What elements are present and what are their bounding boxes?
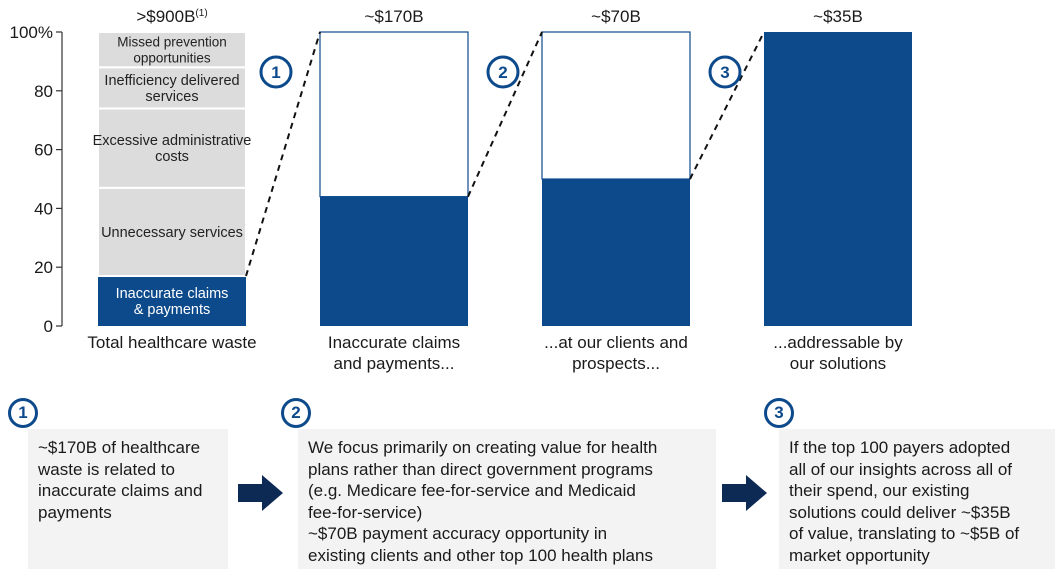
note-3-line: If the top 100 payers adopted bbox=[789, 438, 1011, 457]
category-label: our solutions bbox=[790, 354, 886, 373]
note-1-circle: 1 bbox=[8, 398, 38, 428]
y-tick-label: 20 bbox=[34, 258, 53, 277]
arrow-right-icon bbox=[722, 475, 767, 511]
note-2-line: plans rather than direct government prog… bbox=[308, 459, 653, 479]
y-axis: 0 20 40 60 80 100% bbox=[10, 23, 63, 336]
step-marker-number: 2 bbox=[498, 63, 507, 82]
bar-total-label: ~$170B bbox=[364, 7, 423, 26]
note-2: We focus primarily on creating value for… bbox=[298, 429, 716, 569]
note-3: If the top 100 payers adopted all of our… bbox=[779, 429, 1055, 569]
note-2-circle: 2 bbox=[281, 398, 311, 428]
bar-4-segment-1 bbox=[764, 32, 912, 326]
note-2-line: ~$70B payment accuracy opportunity in bbox=[308, 524, 608, 543]
category-label: Total healthcare waste bbox=[87, 333, 256, 352]
bar-total-label: >$900B(1) bbox=[136, 7, 207, 26]
note-1-number: 1 bbox=[18, 403, 28, 422]
segment-label: Missed prevention bbox=[117, 35, 227, 50]
notes-section: 1 ~$170B of healthcare waste is related … bbox=[0, 385, 1061, 578]
segment-label: & payments bbox=[134, 302, 211, 318]
note-3-line: all of our insights across all of bbox=[789, 459, 1012, 479]
connector-line bbox=[689, 31, 765, 180]
note-3-line: their spend, our existing bbox=[789, 481, 970, 500]
note-2-line: We focus primarily on creating value for… bbox=[308, 438, 658, 457]
segment-label: Excessive administrative bbox=[93, 133, 252, 149]
segment-label: costs bbox=[155, 149, 189, 165]
bar-1-segment-3 bbox=[97, 107, 247, 189]
step-marker-number: 3 bbox=[720, 63, 729, 82]
note-2-line: (e.g. Medicare fee-for-service and Medic… bbox=[308, 481, 636, 500]
note-2-line: fee-for-service) bbox=[308, 502, 423, 522]
segment-label: opportunities bbox=[133, 51, 211, 66]
connector-line bbox=[467, 31, 543, 198]
connector-line bbox=[245, 31, 321, 277]
arrow-right-icon bbox=[238, 475, 283, 511]
note-3-line: of value, translating to ~$5B of bbox=[789, 524, 1020, 543]
segment-label: Unnecessary services bbox=[101, 225, 243, 241]
note-3-line: solutions could deliver ~$35B bbox=[789, 502, 1011, 522]
category-label: ...at our clients and bbox=[544, 333, 688, 352]
connector-lines bbox=[245, 31, 765, 277]
note-1-line: payments bbox=[38, 502, 112, 522]
bar-total-label: ~$70B bbox=[591, 7, 641, 26]
bar-2-segment-2 bbox=[319, 31, 469, 198]
bars bbox=[97, 31, 912, 326]
bar-3-segment-2 bbox=[541, 31, 691, 180]
step-marker-circle bbox=[259, 55, 293, 89]
bar-2-segment-1 bbox=[320, 196, 468, 326]
note-1-line: ~$170B of healthcare bbox=[38, 438, 201, 457]
bar-3-segment-1 bbox=[542, 179, 690, 326]
bar-1-segment-4 bbox=[97, 66, 247, 110]
footnote-marker: (1) bbox=[195, 8, 207, 19]
note-2-number: 2 bbox=[291, 403, 301, 422]
y-tick-label: 0 bbox=[44, 317, 53, 336]
y-tick-label: 100% bbox=[10, 23, 53, 42]
category-label: ...addressable by bbox=[773, 333, 903, 352]
bar-total-label: ~$35B bbox=[813, 7, 863, 26]
note-1: ~$170B of healthcare waste is related to… bbox=[28, 429, 228, 569]
category-label: Inaccurate claims bbox=[328, 333, 460, 352]
step-markers: 1 2 3 bbox=[259, 55, 742, 89]
step-marker-number: 1 bbox=[271, 63, 280, 82]
category-label: prospects... bbox=[572, 354, 660, 373]
segment-label: Inefficiency delivered bbox=[104, 73, 239, 89]
segment-label: services bbox=[145, 89, 198, 105]
y-tick-label: 40 bbox=[34, 199, 53, 218]
note-1-line: waste is related to bbox=[38, 459, 176, 479]
bar-1-segment-1 bbox=[98, 276, 246, 326]
note-3-line: market opportunity bbox=[789, 545, 930, 565]
segment-label: Inaccurate claims bbox=[116, 286, 229, 302]
bar-1-segment-5 bbox=[97, 31, 247, 69]
step-marker-circle bbox=[486, 55, 520, 89]
note-3-circle: 3 bbox=[764, 398, 794, 428]
note-3-number: 3 bbox=[774, 403, 784, 422]
y-tick-label: 60 bbox=[34, 141, 53, 160]
y-tick-label: 80 bbox=[34, 82, 53, 101]
note-2-line: existing clients and other top 100 healt… bbox=[308, 545, 653, 565]
category-label: and payments... bbox=[334, 354, 455, 373]
step-marker-circle bbox=[708, 55, 742, 89]
note-1-line: inaccurate claims and bbox=[38, 481, 203, 500]
